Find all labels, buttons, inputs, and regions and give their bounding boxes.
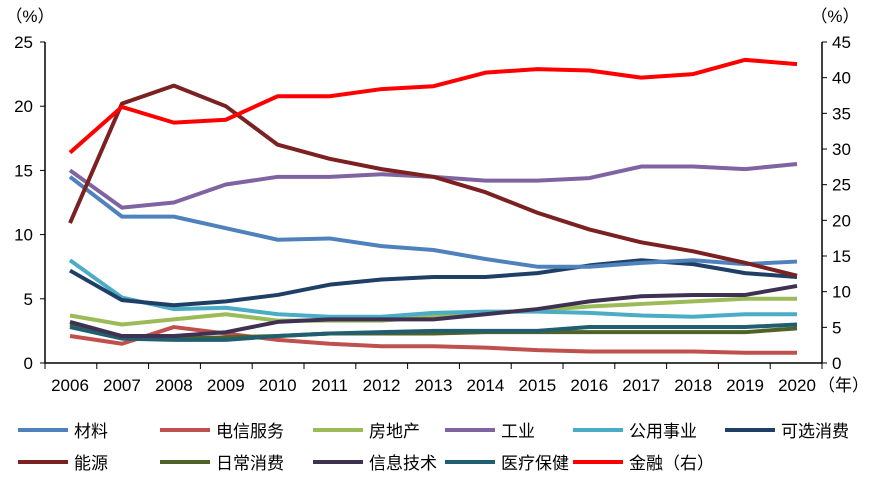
x-tick-label: 2012 xyxy=(363,376,401,395)
x-tick-label: 2007 xyxy=(103,376,141,395)
x-tick-label: 2013 xyxy=(415,376,453,395)
right-tick-label: 35 xyxy=(832,104,851,123)
series-line-3 xyxy=(68,161,798,210)
legend-label: 房地产 xyxy=(369,422,420,441)
left-axis-unit: （%） xyxy=(5,7,54,26)
x-tick-label: 2015 xyxy=(518,376,556,395)
right-tick-label: 30 xyxy=(832,140,851,159)
right-tick-label: 5 xyxy=(832,318,841,337)
x-tick-label: 2006 xyxy=(51,376,89,395)
legend-label: 可选消费 xyxy=(781,422,849,441)
legend-label: 日常消费 xyxy=(216,454,284,473)
legend-label: 能源 xyxy=(74,454,108,473)
right-tick-label: 40 xyxy=(832,69,851,88)
right-axis-unit: （%） xyxy=(810,7,859,26)
x-axis-unit: （年） xyxy=(818,376,869,395)
right-tick-label: 20 xyxy=(832,211,851,230)
right-tick-label: 10 xyxy=(832,283,851,302)
x-tick-label: 2019 xyxy=(726,376,764,395)
x-tick-label: 2010 xyxy=(259,376,297,395)
x-tick-label: 2020 xyxy=(778,376,816,395)
legend-label: 工业 xyxy=(501,422,535,441)
x-tick-label: 2017 xyxy=(622,376,660,395)
series-line-8 xyxy=(69,283,798,339)
left-tick-label: 15 xyxy=(14,161,33,180)
left-tick-label: 5 xyxy=(24,290,33,309)
series-line-2 xyxy=(69,296,797,327)
right-tick-label: 0 xyxy=(832,354,841,373)
left-tick-label: 0 xyxy=(24,354,33,373)
legend-label: 金融（右） xyxy=(629,454,714,473)
left-tick-label: 25 xyxy=(14,33,33,52)
x-tick-label: 2016 xyxy=(570,376,608,395)
series-line-4 xyxy=(68,258,797,319)
right-tick-label: 25 xyxy=(832,176,851,195)
legend-label: 材料 xyxy=(74,422,108,441)
right-tick-label: 15 xyxy=(832,247,851,266)
left-tick-label: 20 xyxy=(14,97,33,116)
series-line-6 xyxy=(68,83,798,278)
x-tick-label: 2008 xyxy=(155,376,193,395)
series-line-1 xyxy=(69,325,797,355)
x-tick-label: 2009 xyxy=(207,376,245,395)
legend-label: 公用事业 xyxy=(629,422,697,441)
x-tick-label: 2018 xyxy=(674,376,712,395)
series-line-5 xyxy=(69,258,798,308)
legend-label: 电信服务 xyxy=(216,422,284,441)
x-tick-label: 2014 xyxy=(467,376,505,395)
right-tick-label: 45 xyxy=(832,33,851,52)
left-tick-label: 10 xyxy=(14,226,33,245)
x-tick-label: 2011 xyxy=(311,376,348,395)
series-line-9 xyxy=(69,322,798,342)
series-line-10 xyxy=(68,57,798,155)
legend-label: 医疗保健 xyxy=(501,454,569,473)
series-line-0 xyxy=(68,175,798,269)
legend-label: 信息技术 xyxy=(369,454,437,473)
